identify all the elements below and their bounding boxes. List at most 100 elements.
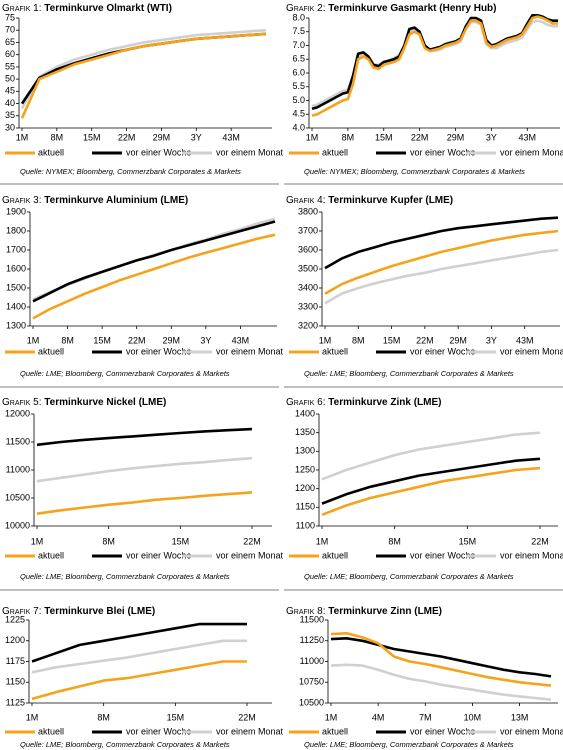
y-tick-label: 75 [5, 12, 15, 22]
series-line [330, 632, 552, 687]
x-tick-label: 1M [316, 536, 329, 546]
series-line [36, 491, 253, 515]
x-tick-label: 8M [352, 335, 365, 345]
y-tick-label: 1175 [6, 656, 25, 666]
legend-label: vor einer Woche [126, 346, 191, 356]
x-tick-label: 22M [118, 132, 136, 142]
x-tick-label: 22M [416, 335, 434, 345]
y-tick-label: 3700 [298, 225, 318, 235]
chart-title: Grafik 6: Terminkurve Zink (LME) [286, 397, 441, 408]
x-tick-label: 15M [383, 335, 401, 345]
y-tick-label: 35 [5, 110, 15, 120]
y-tick-label: 1125 [6, 697, 25, 707]
chart-number: Grafik 1: [2, 3, 42, 14]
y-tick-label: 5.5 [292, 81, 305, 91]
series-line [31, 622, 247, 663]
x-tick-label: 22M [128, 335, 146, 345]
chart-title: Grafik 3: Terminkurve Aluminium (LME) [2, 195, 188, 206]
legend-label: aktuell [38, 550, 64, 560]
y-tick-label: 3300 [298, 301, 318, 311]
x-tick-label: 43M [222, 132, 240, 142]
y-tick-label: 10000 [5, 520, 30, 530]
y-tick-label: 30 [5, 122, 15, 132]
y-tick-label: 1100 [296, 520, 315, 530]
chart-title: Grafik 1: Terminkurve Olmarkt (WTI) [2, 3, 172, 14]
y-tick-label: 1200 [5, 635, 25, 645]
x-tick-label: 43M [518, 132, 536, 142]
series-line [321, 431, 541, 481]
series-line [321, 466, 541, 517]
y-tick-label: 50 [5, 73, 15, 83]
x-tick-label: 8M [342, 132, 355, 142]
x-tick-label: 8M [102, 536, 115, 546]
x-tick-label: 29M [163, 335, 181, 345]
series-line [330, 637, 552, 678]
y-tick-label: 7.5 [292, 26, 305, 36]
x-tick-label: 1M [325, 712, 338, 722]
x-tick-label: 1M [26, 712, 39, 722]
x-tick-label: 3Y [200, 335, 211, 345]
y-tick-label: 10500 [5, 492, 30, 502]
y-tick-label: 1150 [296, 502, 315, 512]
legend-label: vor einem Monat [216, 147, 284, 157]
legend-label: vor einem Monat [500, 726, 563, 736]
y-tick-label: 3200 [298, 320, 318, 330]
y-tick-label: 6.0 [292, 67, 305, 77]
series-line [20, 28, 267, 110]
x-tick-label: 15M [172, 536, 190, 546]
legend-label: aktuell [38, 346, 64, 356]
series-line [330, 663, 552, 701]
y-tick-label: 3600 [298, 244, 318, 254]
series-line [20, 32, 267, 119]
legend-label: vor einem Monat [500, 346, 563, 356]
y-tick-label: 10500 [299, 697, 324, 707]
series-line [36, 427, 253, 447]
y-tick-label: 11250 [300, 635, 324, 645]
x-tick-label: 43M [516, 335, 534, 345]
source-note: Quelle: LME; Bloomberg, Commerzbank Corp… [20, 572, 230, 581]
x-tick-label: 43M [232, 335, 250, 345]
legend-label: vor einer Woche [126, 550, 191, 560]
y-tick-label: 3400 [298, 282, 318, 292]
series-line [311, 15, 558, 117]
y-tick-label: 1300 [6, 320, 26, 330]
y-tick-label: 55 [5, 61, 15, 71]
legend-label: aktuell [322, 550, 348, 560]
chart-number: Grafik 2: [286, 3, 326, 14]
x-tick-label: 15M [83, 132, 101, 142]
y-tick-label: 60 [5, 49, 15, 59]
y-tick-label: 1300 [295, 446, 315, 456]
chart-title-text: Terminkurve Blei (LME) [44, 606, 155, 617]
source-note: Quelle: LME; Bloomberg, Commerzbank Corp… [20, 369, 230, 378]
x-tick-label: 15M [375, 132, 393, 142]
chart-title-text: Terminkurve Olmarkt (WTI) [44, 3, 172, 14]
series-line [321, 457, 541, 505]
y-tick-label: 11000 [6, 464, 30, 474]
x-tick-label: 4M [372, 712, 385, 722]
y-tick-label: 11000 [300, 656, 324, 666]
chart-title: Grafik 4: Terminkurve Kupfer (LME) [286, 195, 453, 206]
series-line [36, 456, 253, 483]
chart-number: Grafik 5: [2, 397, 42, 408]
legend-label: aktuell [322, 346, 348, 356]
x-tick-label: 8M [97, 712, 110, 722]
series-line [20, 32, 267, 105]
chart-title-text: Terminkurve Nickel (LME) [44, 397, 166, 408]
y-tick-label: 1350 [295, 427, 315, 437]
chart-number: Grafik 8: [286, 606, 326, 617]
y-tick-label: 1250 [295, 464, 315, 474]
source-note: Quelle: NYMEX; Bloomberg, Commerzbank Co… [304, 167, 525, 176]
x-tick-label: 1M [16, 132, 29, 142]
y-tick-label: 7.0 [292, 40, 305, 50]
x-tick-label: 22M [531, 536, 549, 546]
x-tick-label: 1M [31, 536, 44, 546]
chart-title-text: Terminkurve Zink (LME) [328, 397, 441, 408]
y-tick-label: 65 [5, 37, 15, 47]
y-tick-label: 4.5 [292, 109, 305, 119]
y-tick-label: 1200 [295, 483, 315, 493]
y-tick-label: 5.0 [292, 95, 305, 105]
y-tick-label: 1150 [6, 677, 25, 687]
legend-label: vor einer Woche [126, 726, 191, 736]
x-tick-label: 8M [61, 335, 74, 345]
